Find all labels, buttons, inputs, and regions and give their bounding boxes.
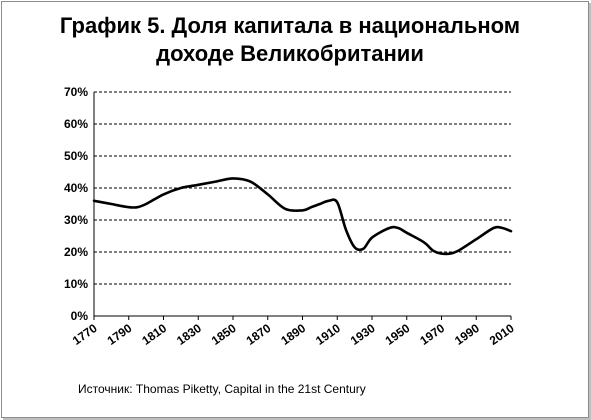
x-tick-label: 2010 [487,321,517,348]
x-tick-label: 1970 [417,321,447,348]
x-tick-label: 1950 [383,321,413,348]
chart-title: График 5. Доля капитала в национальном д… [30,12,550,68]
capital-share-line [92,177,513,256]
y-tick-label: 70% [64,85,88,99]
x-tick-label: 1810 [139,321,169,348]
y-tick-label: 40% [64,181,88,195]
chart-title-line-1: График 5. Доля капитала в национальном [59,13,521,38]
y-tick-label: 50% [64,149,88,163]
x-tick-label: 1850 [209,321,239,348]
x-tick-label: 1910 [313,321,343,348]
x-tick-label: 1870 [244,321,274,348]
y-tick-label: 20% [64,245,88,259]
y-tick-label: 10% [64,277,88,291]
chart-title-line-2: доходе Великобритании [156,41,424,66]
x-tick-label: 1990 [452,321,482,348]
x-tick-label: 1890 [278,321,308,348]
y-tick-label: 60% [64,117,88,131]
y-tick-label: 30% [64,213,88,227]
x-tick-label: 1930 [348,321,378,348]
y-tick-label: 0% [71,309,89,323]
x-tick-label: 1830 [174,321,204,348]
source-note: Источник: Thomas Piketty, Capital in the… [78,382,366,396]
x-tick-label: 1770 [70,321,100,348]
x-tick-label: 1790 [105,321,135,348]
